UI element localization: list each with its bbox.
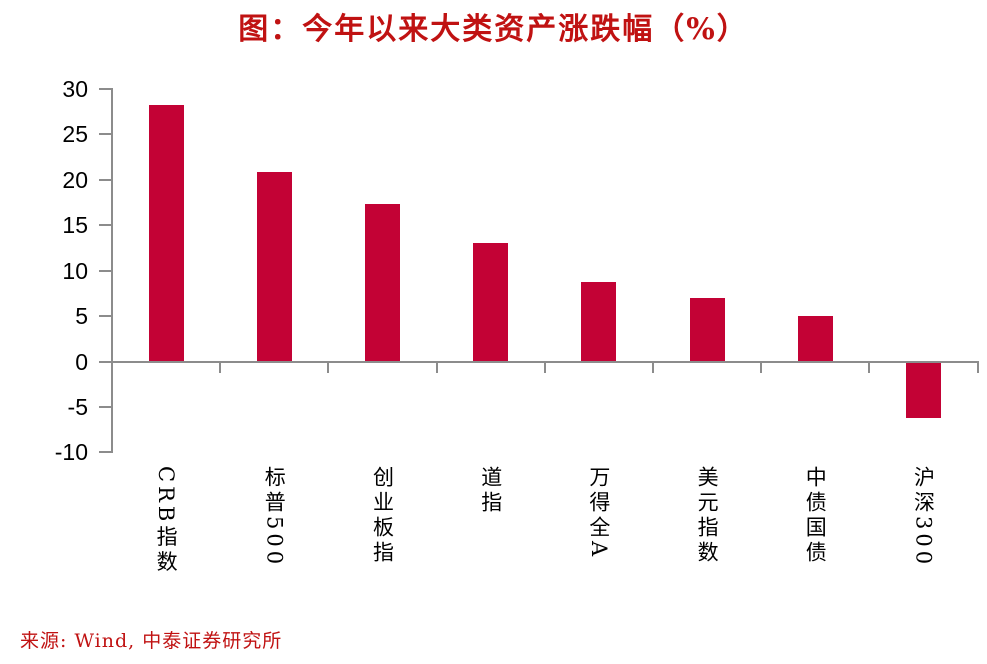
x-axis-tick (868, 362, 871, 373)
y-axis-tick (99, 133, 111, 136)
y-axis-tick (99, 315, 111, 318)
bar-沪深300 (906, 363, 941, 418)
y-tick-label: 25 (62, 121, 88, 148)
y-axis-line (111, 87, 113, 454)
x-axis-tick (760, 362, 763, 373)
bar-美元指数 (689, 297, 725, 362)
y-axis-tick (99, 360, 111, 363)
x-category-label: 美元指数 (695, 466, 720, 566)
y-tick-label: -5 (67, 393, 88, 420)
bar-道指 (473, 243, 509, 362)
y-tick-label: 0 (75, 348, 88, 375)
x-category-label: 沪深300 (911, 466, 936, 569)
y-axis-tick (99, 451, 111, 454)
x-category-label: CRB指数 (154, 466, 179, 576)
x-axis-tick (435, 362, 438, 373)
y-tick-label: -10 (54, 439, 88, 466)
y-tick-label: 5 (75, 303, 88, 330)
x-axis-tick (111, 362, 113, 373)
chart-title: 图：今年以来大类资产涨跌幅（%） (238, 12, 749, 47)
x-axis-tick (219, 362, 222, 373)
y-axis-tick (99, 405, 111, 408)
bar-创业板指 (365, 204, 400, 362)
y-axis-tick (99, 224, 111, 227)
bar-CRB指数 (148, 105, 184, 362)
y-tick-label: 15 (62, 212, 88, 239)
x-category-label: 中债国债 (803, 466, 828, 566)
x-axis-tick (976, 362, 979, 373)
y-axis-tick (99, 178, 111, 181)
x-category-label: 万得全A (586, 466, 611, 561)
x-axis-tick (543, 362, 546, 373)
x-axis-tick (652, 362, 654, 373)
x-category-label: 标普500 (262, 466, 287, 569)
x-category-label: 道指 (478, 466, 503, 516)
y-axis-tick (99, 269, 111, 272)
x-axis-tick (327, 362, 330, 373)
x-axis-line (111, 360, 979, 363)
bar-中债国债 (797, 316, 833, 362)
x-category-label: 创业板指 (370, 466, 395, 566)
bar-万得全A (581, 281, 617, 362)
y-axis-tick (99, 87, 111, 90)
y-tick-label: 30 (62, 75, 88, 102)
bar-标普500 (256, 171, 292, 362)
y-tick-label: 10 (62, 257, 88, 284)
source-note: 来源: Wind, 中泰证券研究所 (20, 630, 283, 652)
y-tick-label: 20 (62, 166, 88, 193)
